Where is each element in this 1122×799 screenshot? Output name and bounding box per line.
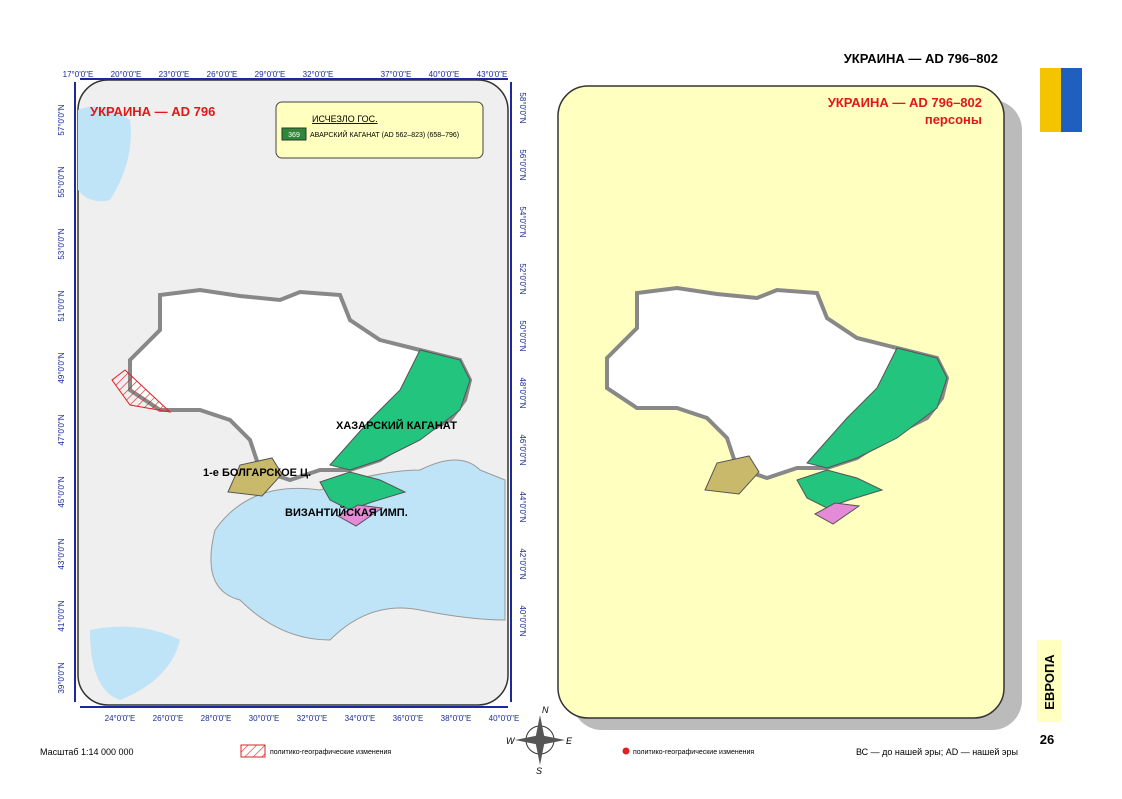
- page-number: 26: [1040, 732, 1054, 747]
- tick-label: 38°0'0"E: [441, 714, 472, 723]
- region-label: 1-е БОЛГАРСКОЕ Ц.: [203, 467, 311, 479]
- tick-label: 47°0'0"N: [57, 414, 66, 445]
- region-label: ВИЗАНТИЙСКАЯ ИМП.: [285, 506, 408, 519]
- legend-code: 369: [288, 132, 300, 139]
- tick-label: 43°0'0"E: [477, 70, 508, 79]
- compass-letter: S: [536, 766, 542, 776]
- compass: [515, 715, 565, 765]
- sea: [90, 626, 180, 700]
- legend-dot: [622, 747, 630, 755]
- scale: Масштаб 1:14 000 000: [40, 747, 134, 757]
- ruler: [80, 706, 508, 708]
- legend-entry: АВАРСКИЙ КАГАНАТ (AD 562–823) (658–796): [310, 130, 459, 139]
- tick-label: 53°0'0"N: [57, 228, 66, 259]
- compass-letter: N: [542, 705, 549, 715]
- legend-heading: ИСЧЕЗЛО ГОС.: [312, 114, 378, 124]
- tick-label: 51°0'0"N: [57, 290, 66, 321]
- coordinate-ticks: 17°0'0"E 20°0'0"E 23°0'0"E 26°0'0"E 29°0'0"E…: [57, 70, 527, 723]
- tick-label: 49°0'0"N: [57, 352, 66, 383]
- tick-label: 17°0'0"E: [63, 70, 94, 79]
- tick-label: 48°0'0"N: [518, 377, 527, 408]
- tick-label: 46°0'0"N: [518, 434, 527, 465]
- tick-label: 55°0'0"N: [57, 166, 66, 197]
- tick-label: 24°0'0"E: [105, 714, 136, 723]
- tick-label: 40°0'0"N: [518, 605, 527, 636]
- tick-label: 52°0'0"N: [518, 263, 527, 294]
- flag: [1061, 68, 1082, 132]
- sea: [78, 106, 131, 202]
- tick-label: 37°0'0"E: [381, 70, 412, 79]
- tick-label: 28°0'0"E: [201, 714, 232, 723]
- tick-label: 50°0'0"N: [518, 320, 527, 351]
- map-title: УКРАИНА — AD 796: [90, 104, 215, 119]
- legend-text: политико-географические изменения: [270, 749, 391, 756]
- black-sea: [210, 459, 506, 641]
- compass-letter: W: [506, 736, 516, 746]
- ruler: [510, 82, 512, 702]
- tick-label: 43°0'0"N: [57, 538, 66, 569]
- legend-swatch: [240, 744, 266, 758]
- ruler: [74, 82, 76, 702]
- tick-label: 57°0'0"N: [57, 104, 66, 135]
- tick-label: 29°0'0"E: [255, 70, 286, 79]
- tick-label: 40°0'0"E: [429, 70, 460, 79]
- map-subtitle: персоны: [925, 112, 982, 127]
- region-label: ХАЗАРСКИЙ КАГАНАТ: [336, 419, 457, 432]
- tick-label: 54°0'0"N: [518, 206, 527, 237]
- tick-label: 41°0'0"N: [57, 600, 66, 631]
- legend-box: [275, 101, 484, 159]
- tick-label: 56°0'0"N: [518, 149, 527, 180]
- flag: [1040, 68, 1061, 132]
- section-tab: [1037, 640, 1061, 722]
- tick-label: 45°0'0"N: [57, 476, 66, 507]
- legend-text: политико-географические изменения: [633, 749, 754, 756]
- tick-label: 23°0'0"E: [159, 70, 190, 79]
- legend-swatch: [281, 127, 307, 141]
- tick-label: 32°0'0"E: [303, 70, 334, 79]
- tick-label: 34°0'0"E: [345, 714, 376, 723]
- tick-label: 32°0'0"E: [297, 714, 328, 723]
- tick-label: 20°0'0"E: [111, 70, 142, 79]
- map-title: УКРАИНА — AD 796–802: [828, 95, 982, 110]
- tick-label: 26°0'0"E: [153, 714, 184, 723]
- era-note: ВС — до нашей эры; AD — нашей эры: [856, 747, 1018, 757]
- page-title: УКРАИНА — AD 796–802: [844, 51, 998, 66]
- tick-label: 40°0'0"E: [489, 714, 520, 723]
- compass-letter: E: [566, 736, 573, 746]
- tick-label: 30°0'0"E: [249, 714, 280, 723]
- tick-label: 42°0'0"N: [518, 548, 527, 579]
- tick-label: 36°0'0"E: [393, 714, 424, 723]
- change-area: [111, 369, 172, 413]
- tick-label: 26°0'0"E: [207, 70, 238, 79]
- section-label: ЕВРОПА: [1042, 654, 1057, 710]
- ruler: [80, 78, 508, 80]
- tick-label: 39°0'0"N: [57, 662, 66, 693]
- tick-label: 58°0'0"N: [518, 92, 527, 123]
- tick-label: 44°0'0"N: [518, 491, 527, 522]
